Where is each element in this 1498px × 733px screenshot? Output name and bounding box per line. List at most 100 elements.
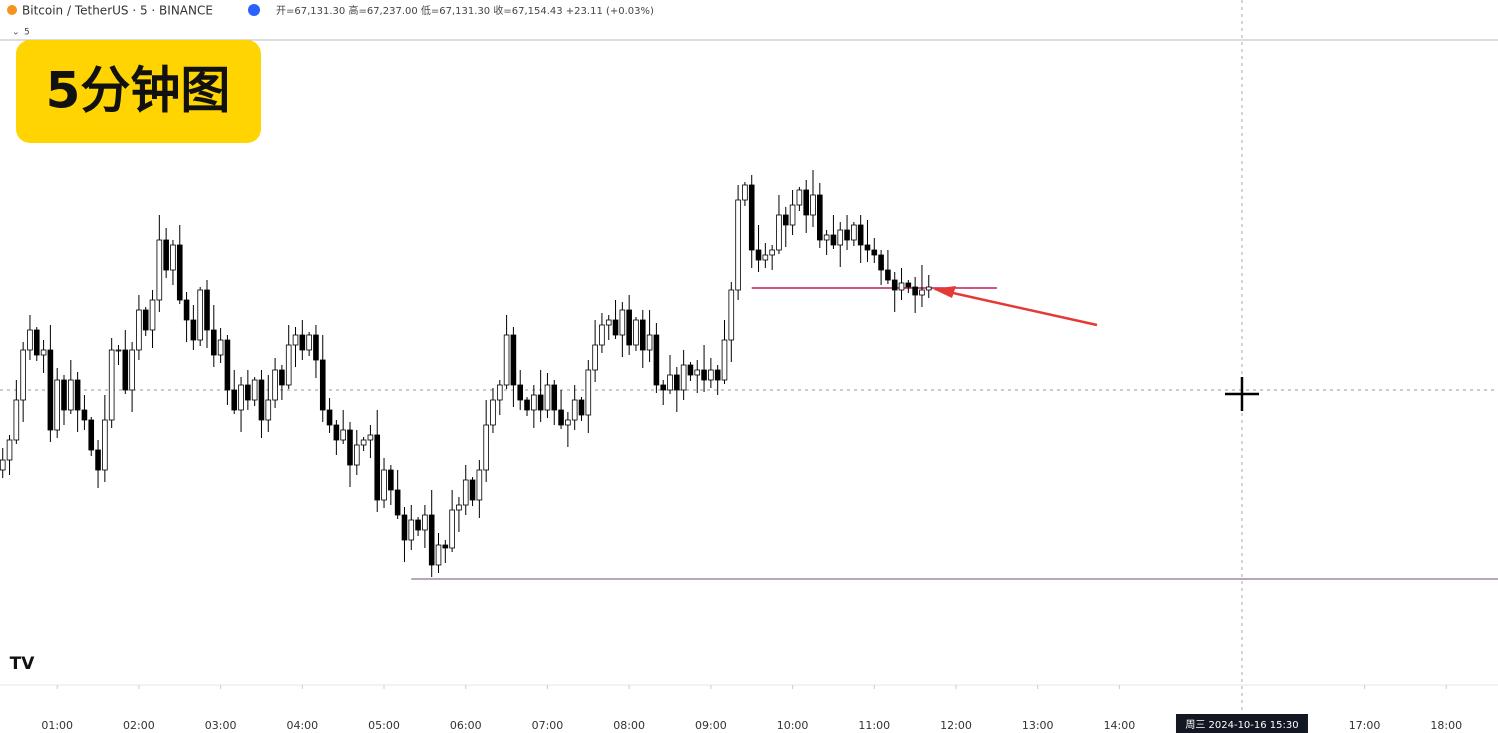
candle-body (299, 334, 306, 351)
symbol-icon (7, 5, 17, 15)
candle-body (660, 384, 667, 391)
candle-body (285, 344, 292, 386)
candle-body (721, 339, 728, 381)
candle-body (701, 369, 707, 381)
candle-body (469, 479, 476, 501)
candle-body (313, 334, 319, 361)
candle-body (919, 289, 925, 296)
candle-body (680, 364, 687, 391)
candle-body (605, 319, 612, 326)
candle-body (558, 409, 564, 426)
candle-body (340, 429, 346, 441)
candle-body (728, 289, 735, 341)
candle-body (476, 469, 483, 501)
candle-body (891, 279, 898, 291)
candle-body (769, 249, 775, 256)
candle-body (394, 489, 401, 516)
candle-body (925, 286, 932, 291)
candle-body (667, 374, 673, 391)
x-tick-label: 12:00 (940, 719, 972, 732)
candle-body (565, 419, 571, 426)
candle-body (803, 189, 809, 216)
candle-body (612, 319, 619, 336)
candle-body (844, 229, 850, 241)
badge (16, 40, 261, 143)
candle-body (885, 269, 891, 281)
candle-body (415, 519, 421, 531)
candle-body (190, 319, 197, 341)
candle-body (796, 189, 803, 206)
candle-body (871, 249, 878, 256)
candle-body (40, 349, 47, 356)
crosshair-time-box (1175, 714, 1308, 733)
candle-body (388, 469, 394, 491)
candle-body (687, 364, 694, 376)
candle-body (878, 254, 884, 271)
candle-body (217, 339, 224, 356)
candle-body (319, 359, 326, 411)
x-tick-label: 11:00 (858, 719, 890, 732)
candle-body (810, 194, 816, 216)
candle-body (646, 334, 653, 351)
candle-body (401, 514, 408, 541)
candle-body (156, 239, 163, 301)
candle-body (551, 384, 558, 411)
candle-body (47, 349, 54, 431)
candle-body (837, 229, 844, 246)
candle-body (755, 249, 762, 261)
candle-body (517, 384, 524, 401)
x-tick-label: 06:00 (450, 719, 482, 732)
candle-body (353, 444, 360, 466)
ohlc-readout: 开=67,131.30 高=67,237.00 低=67,131.30 收=67… (276, 4, 654, 17)
candle-body (851, 224, 857, 241)
candle-body (531, 394, 537, 411)
candle-body (510, 334, 517, 386)
candle-body (714, 369, 721, 381)
candle-body (748, 184, 755, 251)
candle-body (742, 184, 748, 201)
candle-body (136, 309, 142, 351)
candle-body (129, 349, 135, 391)
candle-body (428, 514, 435, 566)
candle-body (292, 334, 299, 346)
status-icon (248, 4, 260, 16)
x-tick-label: 17:00 (1349, 719, 1381, 732)
candle-body (204, 289, 210, 331)
candle-body (245, 384, 251, 401)
candle-body (626, 309, 632, 346)
candle-body (176, 244, 183, 301)
candle-body (381, 469, 387, 501)
candle-body (578, 399, 585, 416)
x-tick-label: 07:00 (532, 719, 564, 732)
x-tick-label: 14:00 (1104, 719, 1136, 732)
candle-body (823, 234, 830, 241)
x-tick-label: 04:00 (286, 719, 318, 732)
candle-body (619, 309, 626, 336)
candle-body (912, 286, 918, 296)
candle-body (674, 374, 680, 391)
symbol-title: Bitcoin / TetherUS · 5 · BINANCE (22, 4, 213, 18)
candle-body (905, 282, 912, 288)
x-tick-label: 08:00 (613, 719, 645, 732)
candle-body (639, 319, 646, 351)
candle-body (571, 399, 578, 421)
collapse-chevron[interactable]: ⌄ (12, 28, 20, 38)
annotation-arrow (934, 287, 1098, 327)
candle-body (6, 439, 13, 461)
candle-body (817, 194, 823, 241)
candle-body (231, 389, 238, 411)
candle-body (238, 384, 244, 411)
annotation-arrow-head (933, 286, 956, 298)
candle-body (653, 334, 660, 386)
candle-body (537, 394, 544, 411)
candle-body (857, 224, 864, 246)
candle-body (708, 369, 714, 381)
x-tick-label: 18:00 (1430, 719, 1462, 732)
x-tick-label: 03:00 (205, 719, 237, 732)
candle-body (27, 329, 33, 351)
candle-body (408, 519, 415, 541)
candle-body (776, 214, 782, 251)
x-tick-label: 01:00 (41, 719, 73, 732)
